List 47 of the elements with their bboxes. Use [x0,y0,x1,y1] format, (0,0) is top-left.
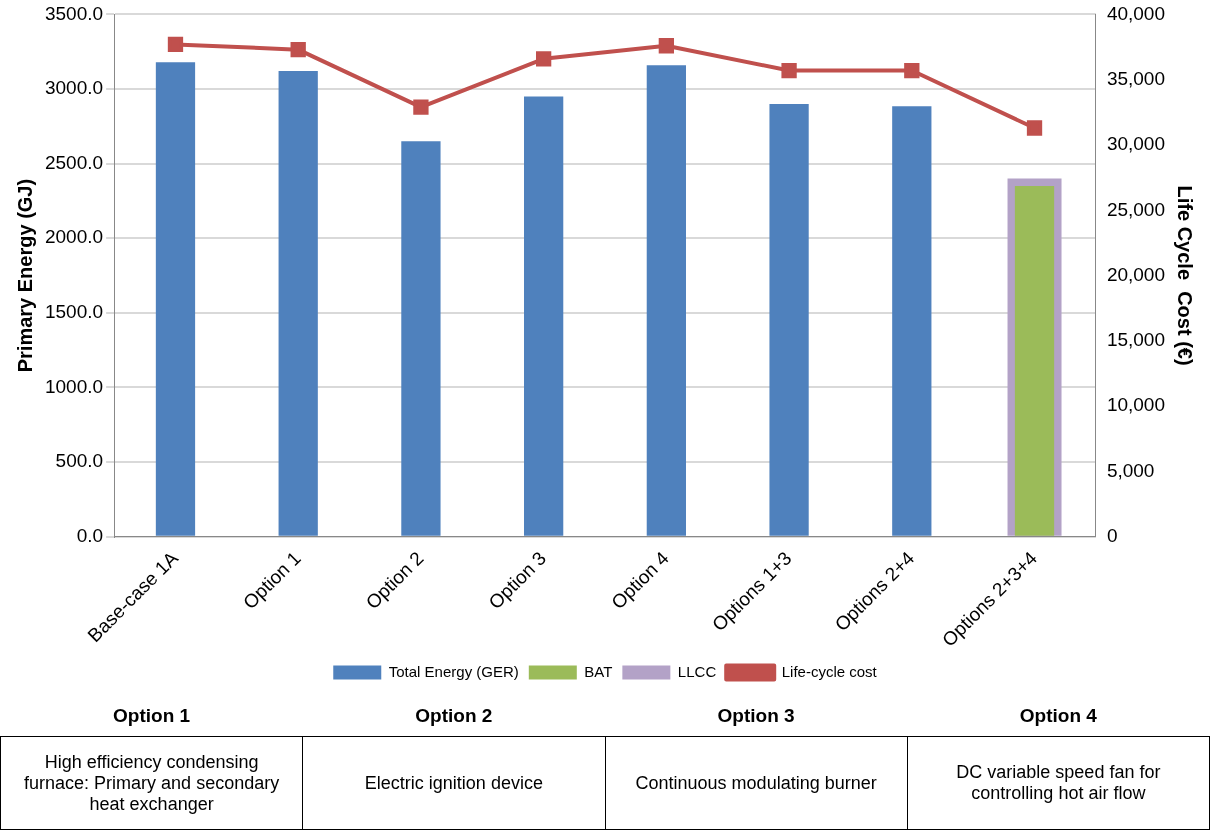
point [535,51,552,67]
bar [646,65,686,536]
y2-tick-label: 35,000 [1106,67,1166,89]
text: DC variable speed fan for controlling hot air flow [907,736,1210,830]
y-tick-label: 1000.0 [44,375,104,397]
y2-tick-label: 10,000 [1106,394,1166,416]
point [167,36,184,53]
y-tick-label: 2500.0 [44,151,104,173]
text: Option 3 [716,704,796,728]
y2-tick-label: 0 [1106,524,1118,546]
y2-tick-label: 25,000 [1106,198,1166,220]
point [290,42,306,58]
text: Option 4 [1018,704,1098,728]
legend-label: Total Energy (GER) [388,662,519,680]
y-tick-label: 3000.0 [44,77,104,99]
y-tick-label: 1500.0 [44,301,104,323]
bar [524,96,564,536]
text: High efficiency condensing furnace: Primary and secondary heat exchanger [0,736,303,830]
bar [769,103,809,536]
text: Electric ignition device [302,736,605,830]
y2-tick-label: 15,000 [1106,329,1166,351]
legend-label: LLCC [677,662,717,680]
bar [155,62,196,536]
text: Option 2 [414,704,494,728]
text: Option 1 [112,704,192,728]
y2-tick-label: 20,000 [1106,263,1166,285]
bar [401,141,441,536]
point [904,62,920,79]
point [781,62,797,79]
bar [892,106,932,536]
y-axis-title: Primary Energy (GJ) [13,178,36,373]
text: Continuous modulating burner [605,736,908,830]
y2-tick-label: 40,000 [1106,2,1166,24]
y-tick-label: 3500.0 [44,2,104,24]
y-tick-label: 2000.0 [44,226,104,248]
point [1026,120,1043,136]
y-tick-label: 0.0 [76,524,104,546]
point [658,38,675,54]
bar [278,71,318,536]
bar [1014,186,1055,536]
legend-label: Life-cycle cost [781,662,878,680]
y2-tick-label: 30,000 [1106,133,1166,155]
point [413,99,429,115]
legend-label: BAT [584,662,613,680]
y-tick-label: 500.0 [55,450,104,472]
y2-axis-title: Life Cycle Cost (€) [1174,185,1197,366]
y2-tick-label: 5,000 [1106,459,1155,481]
